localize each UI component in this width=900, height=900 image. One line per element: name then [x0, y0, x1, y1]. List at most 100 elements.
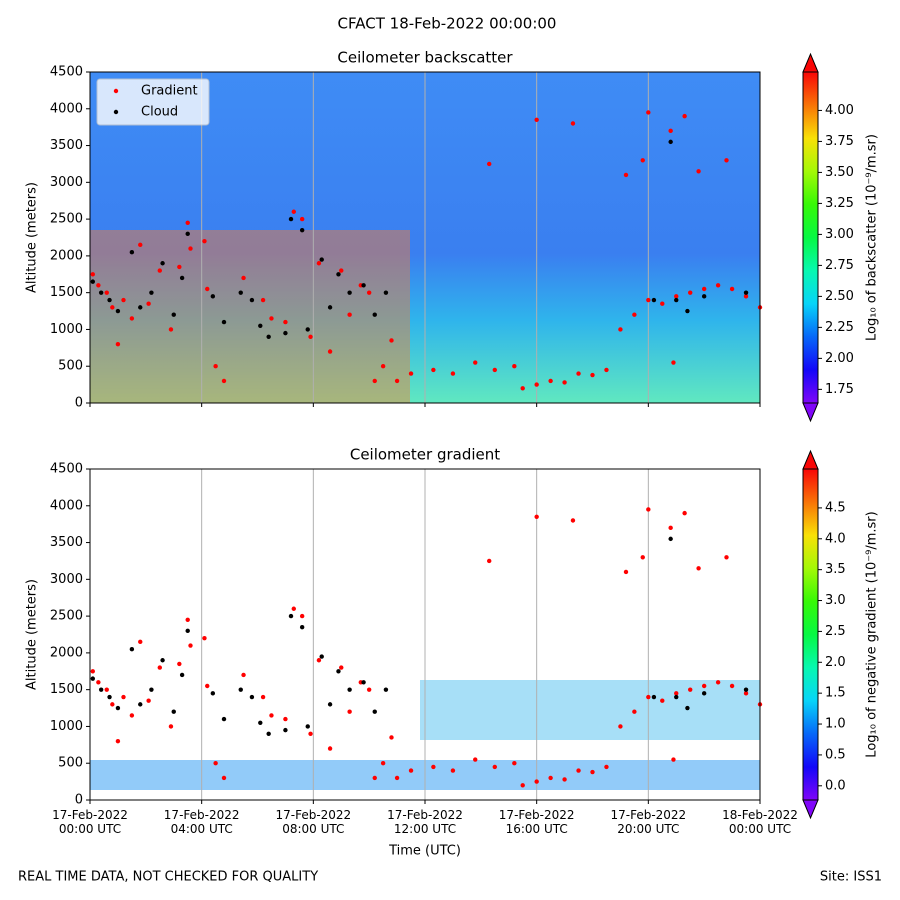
point: [383, 687, 389, 692]
point: [210, 691, 216, 696]
point: [98, 290, 104, 295]
point: [291, 606, 296, 611]
point: [238, 290, 243, 295]
point: [492, 764, 497, 770]
point: [660, 698, 665, 703]
y-tick-label: 2500: [50, 609, 83, 624]
footer-note: REAL TIME DATA, NOT CHECKED FOR QUALITY: [18, 870, 318, 885]
y-tick-label: 3000: [50, 572, 83, 587]
point: [288, 613, 294, 619]
point: [743, 687, 749, 692]
point: [258, 720, 263, 725]
colorbar-tick-label: 2.75: [825, 258, 854, 273]
colorbar-tick-label: 3.0: [825, 593, 846, 608]
point: [347, 312, 352, 317]
point: [632, 709, 637, 714]
point: [177, 264, 182, 270]
point: [308, 334, 313, 339]
point: [96, 283, 101, 288]
point: [724, 555, 729, 560]
point: [305, 327, 310, 332]
point: [380, 761, 386, 766]
point: [177, 661, 182, 667]
colorbar-extend: [802, 52, 819, 73]
point: [146, 301, 151, 306]
point: [729, 286, 735, 292]
point: [361, 680, 366, 685]
legend-label: Gradient: [141, 84, 198, 99]
point: [590, 769, 595, 775]
point: [266, 334, 271, 339]
point: [548, 378, 553, 384]
point: [394, 775, 400, 781]
point: [408, 768, 414, 773]
y-axis-label: Altitude (meters): [25, 579, 40, 690]
y-tick-label: 4500: [50, 462, 83, 477]
point: [361, 283, 366, 288]
y-tick-label: 2000: [50, 645, 83, 660]
point: [347, 709, 352, 714]
point: [576, 768, 581, 773]
point: [347, 290, 352, 295]
point: [316, 658, 322, 663]
point: [171, 312, 176, 317]
point: [389, 338, 394, 343]
point: [408, 371, 414, 376]
point: [138, 242, 143, 248]
colorbar-tick-label: 2.00: [825, 351, 854, 366]
point: [188, 246, 193, 251]
point: [238, 687, 243, 692]
point: [431, 764, 436, 770]
point: [115, 738, 121, 744]
colorbar-tick-label: 2.25: [825, 320, 854, 335]
colorbar-label: Log₁₀ of negative gradient (10⁻⁹/m.sr): [865, 511, 880, 757]
x-tick-label: 17-Feb-2022 20:00 UTC: [610, 808, 687, 836]
point: [157, 268, 162, 273]
point: [743, 290, 749, 295]
point: [701, 286, 707, 292]
axis-title: Ceilometer backscatter: [337, 49, 513, 67]
point: [715, 283, 721, 288]
point: [685, 308, 690, 314]
legend-marker: [113, 88, 119, 94]
point: [168, 724, 174, 729]
x-tick-label: 17-Feb-2022 16:00 UTC: [498, 808, 575, 836]
point: [107, 694, 112, 700]
point: [283, 319, 288, 325]
point: [98, 687, 104, 692]
point: [327, 305, 333, 310]
point: [179, 672, 185, 678]
point: [646, 110, 651, 115]
colorbar-frame: [802, 468, 819, 801]
y-tick-label: 1000: [50, 719, 83, 734]
point: [660, 301, 665, 306]
point: [316, 261, 322, 266]
point: [450, 768, 456, 773]
figure-title: CFACT 18-Feb-2022 00:00:00: [338, 15, 557, 33]
colorbar-tick-label: 4.0: [825, 531, 846, 546]
point: [110, 305, 115, 310]
point: [266, 731, 271, 736]
point: [115, 308, 121, 314]
point: [339, 268, 344, 273]
colorbar-tick-label: 2.50: [825, 289, 854, 304]
point: [299, 624, 305, 630]
colorbar: [803, 72, 818, 403]
point: [299, 216, 305, 222]
colorbar-tick-label: 3.00: [825, 227, 854, 242]
point: [701, 294, 707, 299]
point: [570, 121, 576, 126]
point: [90, 272, 95, 277]
y-tick-label: 1000: [50, 322, 83, 337]
point: [157, 665, 162, 670]
point: [129, 647, 135, 652]
point: [383, 290, 389, 295]
point: [283, 716, 288, 722]
colorbar-tick-label: 1.5: [825, 686, 846, 701]
point: [121, 297, 126, 303]
point: [671, 360, 676, 365]
point: [115, 705, 121, 711]
legend-label: Cloud: [141, 105, 178, 120]
point: [696, 566, 701, 571]
y-tick-label: 2000: [50, 248, 83, 263]
